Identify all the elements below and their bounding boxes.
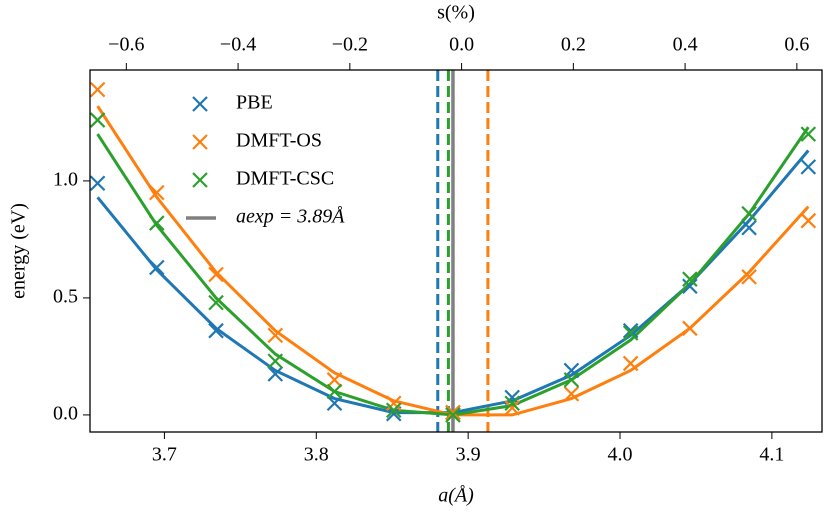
- data-point: [622, 325, 639, 341]
- data-point: [385, 395, 402, 411]
- legend-marker: [192, 172, 208, 188]
- legend-label: DMFT-CSC: [236, 168, 334, 190]
- data-point: [622, 355, 639, 372]
- x2-tick-label: −0.6: [108, 34, 144, 56]
- data-point: [267, 353, 284, 369]
- x2-tick-label: −0.4: [220, 34, 256, 56]
- data-point: [89, 112, 106, 128]
- legend-label: DMFT-OS: [236, 130, 322, 152]
- data-point: [445, 407, 461, 423]
- data-point: [89, 175, 106, 192]
- legend-marker: [192, 96, 208, 112]
- data-point: [267, 366, 284, 382]
- data-point: [267, 327, 284, 344]
- x-tick-label: 4.0: [608, 444, 633, 466]
- data-point: [208, 322, 224, 339]
- data-point: [563, 372, 580, 388]
- data-point: [682, 271, 698, 287]
- data-point: [326, 383, 343, 400]
- x2-tick-label: 0.4: [673, 34, 698, 56]
- data-point: [385, 402, 402, 419]
- data-point: [682, 320, 698, 337]
- data-point: [741, 205, 757, 222]
- data-point: [800, 212, 817, 229]
- data-point: [208, 294, 224, 311]
- data-point: [89, 81, 106, 98]
- y-tick-label: 0.5: [53, 286, 78, 308]
- y-tick-label: 0.0: [53, 403, 78, 425]
- plot-frame: [89, 69, 823, 433]
- data-point: [326, 395, 343, 411]
- data-point: [149, 259, 165, 276]
- legend-label: PBE: [236, 92, 273, 114]
- x-axis-label: a(Å): [438, 485, 474, 507]
- data-point: [504, 400, 520, 416]
- x-tick-label: 3.9: [456, 444, 481, 466]
- data-point: [326, 372, 343, 388]
- data-point: [800, 126, 817, 142]
- data-point: [504, 395, 520, 411]
- data-point: [741, 269, 757, 285]
- x-tick-label: 4.1: [759, 444, 784, 466]
- data-point: [149, 184, 165, 201]
- data-point: [682, 278, 698, 294]
- data-point: [208, 266, 224, 283]
- data-point: [800, 159, 817, 175]
- x2-axis-label: s(%): [437, 2, 475, 24]
- legend-label: aexp = 3.89Å: [236, 206, 345, 228]
- data-point: [563, 386, 580, 402]
- data-point: [445, 404, 461, 421]
- x2-tick-label: 0.6: [784, 34, 809, 56]
- data-point: [149, 215, 165, 231]
- data-point: [622, 322, 639, 339]
- x2-tick-label: −0.2: [332, 34, 368, 56]
- x2-tick-label: 0.0: [449, 34, 474, 56]
- y-axis-label: energy (eV): [8, 203, 30, 299]
- x-tick-label: 3.8: [304, 444, 329, 466]
- data-point: [741, 219, 757, 236]
- y-tick-label: 1.0: [53, 169, 78, 191]
- x-tick-label: 3.7: [152, 444, 177, 466]
- legend-marker: [192, 134, 208, 150]
- x2-tick-label: 0.2: [561, 34, 586, 56]
